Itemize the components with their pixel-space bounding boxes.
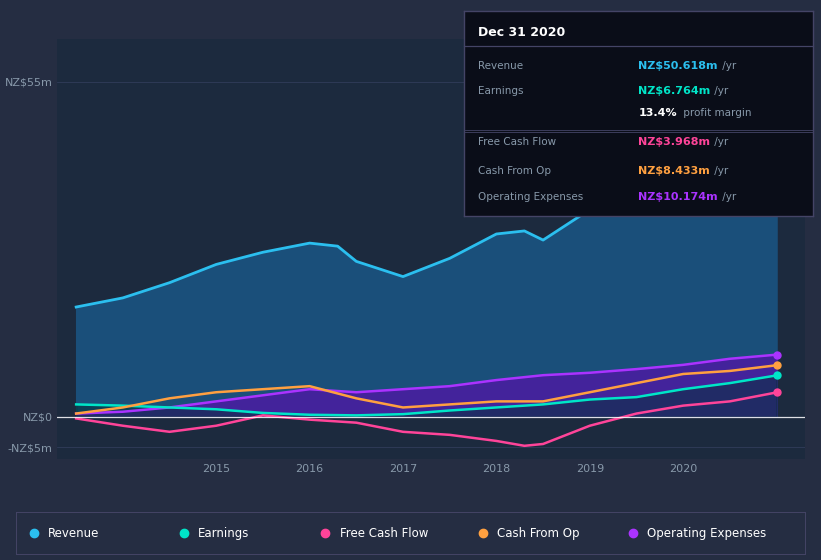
- Text: NZ$50.618m: NZ$50.618m: [639, 62, 718, 71]
- Text: Cash From Op: Cash From Op: [478, 166, 551, 176]
- Text: Earnings: Earnings: [198, 527, 249, 540]
- Text: Dec 31 2020: Dec 31 2020: [478, 26, 565, 39]
- Text: /yr: /yr: [711, 86, 728, 96]
- Text: 13.4%: 13.4%: [639, 109, 677, 118]
- Text: Operating Expenses: Operating Expenses: [647, 527, 766, 540]
- Text: NZ$8.433m: NZ$8.433m: [639, 166, 710, 176]
- Text: Free Cash Flow: Free Cash Flow: [478, 137, 556, 147]
- Text: Earnings: Earnings: [478, 86, 523, 96]
- Text: Revenue: Revenue: [48, 527, 99, 540]
- Text: /yr: /yr: [718, 62, 736, 71]
- Text: /yr: /yr: [718, 192, 736, 202]
- Text: Operating Expenses: Operating Expenses: [478, 192, 583, 202]
- Text: NZ$6.764m: NZ$6.764m: [639, 86, 711, 96]
- Text: NZ$3.968m: NZ$3.968m: [639, 137, 710, 147]
- Text: /yr: /yr: [711, 166, 728, 176]
- Text: NZ$10.174m: NZ$10.174m: [639, 192, 718, 202]
- Text: Revenue: Revenue: [478, 62, 523, 71]
- Text: Cash From Op: Cash From Op: [498, 527, 580, 540]
- Text: Free Cash Flow: Free Cash Flow: [340, 527, 428, 540]
- Text: /yr: /yr: [711, 137, 728, 147]
- Text: profit margin: profit margin: [680, 109, 752, 118]
